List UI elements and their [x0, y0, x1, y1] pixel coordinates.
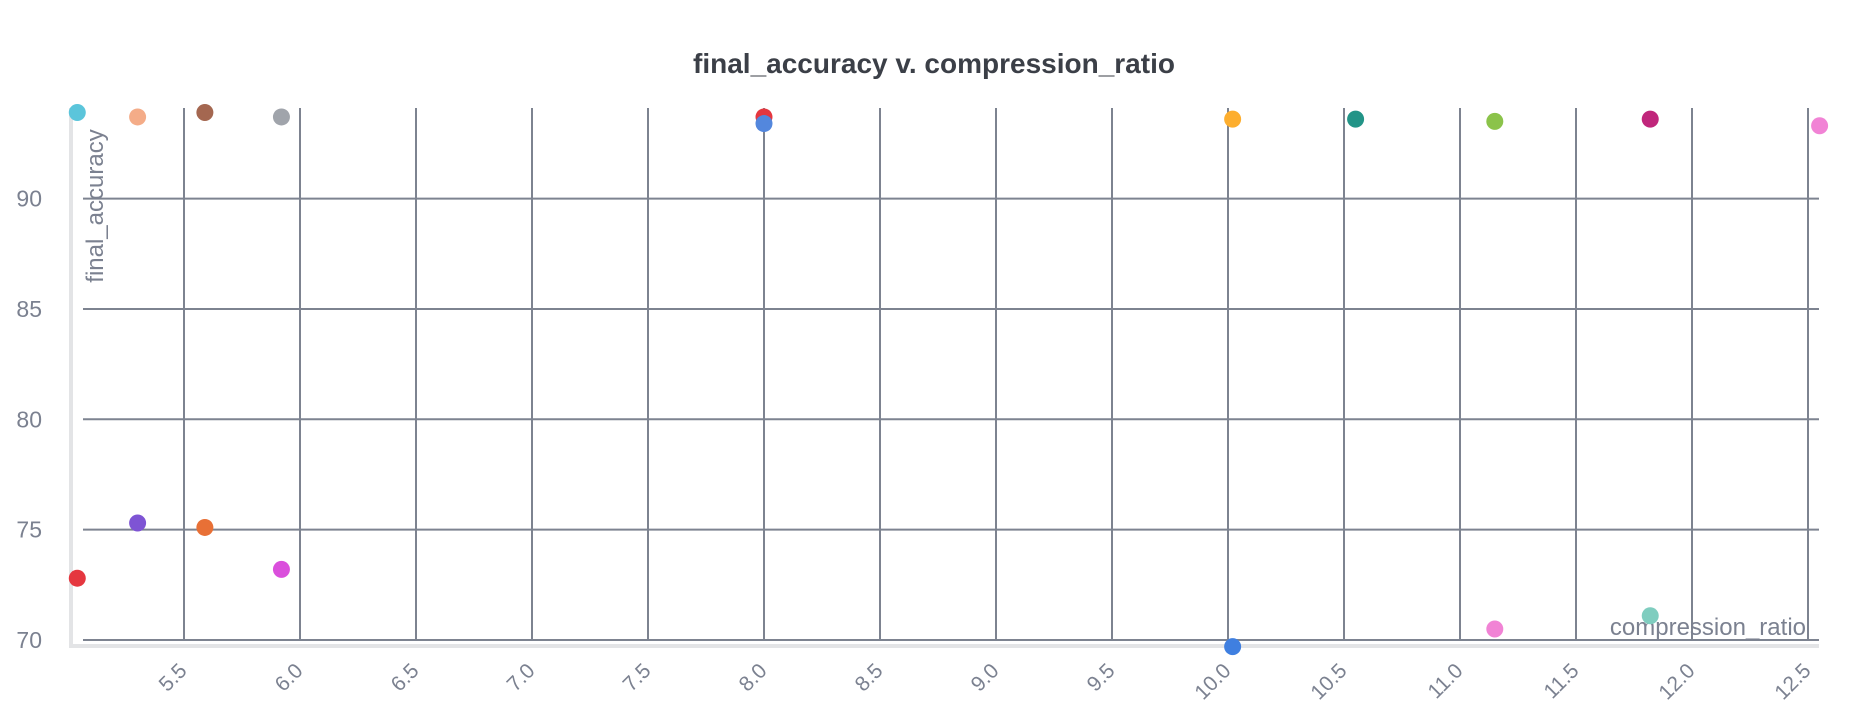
data-point[interactable]	[68, 569, 86, 587]
data-point[interactable]	[1811, 117, 1829, 135]
x-tick-label: 9.5	[1083, 659, 1120, 696]
x-tick-label: 10.0	[1190, 659, 1235, 704]
x-tick-label: 11.5	[1539, 659, 1583, 703]
grid	[83, 108, 1819, 641]
x-tick-label: 6.0	[271, 659, 308, 696]
data-point[interactable]	[196, 104, 214, 122]
data-point[interactable]	[1641, 607, 1659, 625]
y-tick-label: 70	[16, 627, 42, 653]
data-point[interactable]	[755, 115, 773, 133]
data-point[interactable]	[196, 518, 214, 536]
x-tick-label: 12.0	[1654, 659, 1699, 704]
data-point[interactable]	[272, 108, 290, 126]
data-point[interactable]	[129, 108, 147, 126]
x-tick-label: 8.0	[735, 659, 772, 696]
chart-title: final_accuracy v. compression_ratio	[693, 48, 1175, 79]
y-tick-label: 85	[16, 296, 42, 322]
y-axis-label: final_accuracy	[82, 129, 109, 282]
x-tick-label: 7.0	[503, 659, 540, 696]
x-tick-label: 12.5	[1770, 659, 1815, 704]
x-tick-label: 6.5	[387, 659, 424, 696]
y-tick-label: 90	[16, 186, 42, 212]
data-point[interactable]	[1347, 110, 1365, 128]
data-point[interactable]	[1486, 112, 1504, 130]
x-tick-label: 9.0	[967, 659, 1004, 696]
x-tick-label: 7.5	[619, 659, 656, 696]
data-point[interactable]	[1641, 110, 1659, 128]
data-point[interactable]	[129, 514, 147, 532]
data-point[interactable]	[1224, 638, 1242, 656]
data-points	[68, 104, 1829, 656]
data-point[interactable]	[272, 560, 290, 578]
y-tick-label: 75	[16, 517, 42, 543]
data-point[interactable]	[1486, 620, 1504, 638]
x-tick-label: 8.5	[851, 659, 888, 696]
data-point[interactable]	[1224, 110, 1242, 128]
y-tick-label: 80	[16, 406, 42, 432]
x-tick-label: 11.0	[1423, 659, 1467, 703]
data-point[interactable]	[68, 104, 86, 122]
x-axis-label: compression_ratio	[1610, 614, 1806, 641]
x-tick-label: 5.5	[155, 659, 192, 696]
x-tick-label: 10.5	[1306, 659, 1351, 704]
